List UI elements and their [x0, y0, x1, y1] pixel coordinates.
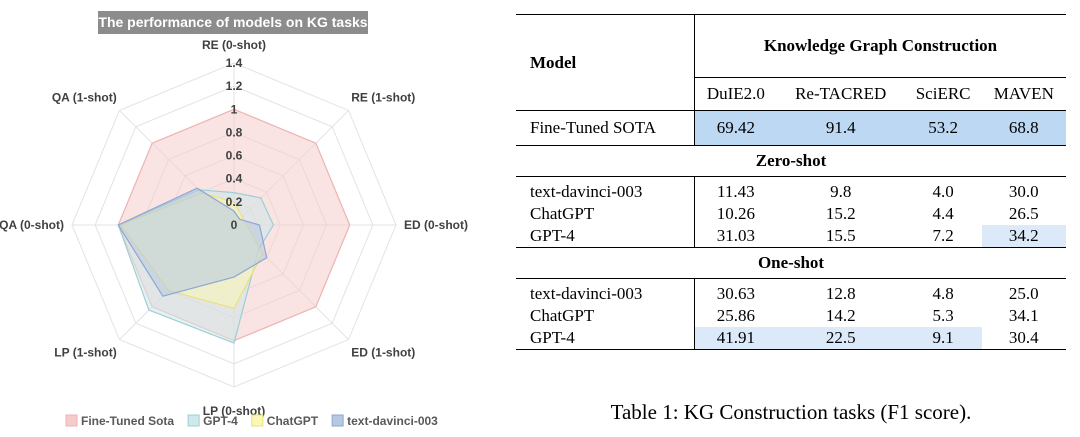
legend-swatch [331, 414, 344, 427]
row-model: Fine-Tuned SOTA [516, 110, 695, 146]
table-cell: 30.63 [694, 278, 777, 305]
table-cell: 41.91 [694, 327, 777, 350]
column-header: SciERC [904, 77, 982, 111]
table-caption: Table 1: KG Construction tasks (F1 score… [610, 400, 972, 424]
tick-label: 0.2 [226, 195, 243, 209]
table-cell: 15.2 [825, 204, 856, 223]
axis-label: RE (0-shot) [202, 38, 266, 52]
tick-label: 0.8 [226, 125, 243, 139]
axis-label: QA (1-shot) [52, 91, 117, 105]
table-cell: 26.5 [1008, 204, 1039, 223]
table-cell: 34.1 [1008, 306, 1039, 325]
table-cell: 9.1 [904, 327, 982, 350]
tick-label: 1.4 [226, 56, 243, 70]
table-cell: 4.0 [904, 176, 982, 203]
table-cell: 14.2 [825, 306, 856, 325]
table-cell: 4.8 [904, 278, 982, 305]
chart-title-background [98, 11, 368, 34]
section-label: One-shot [516, 247, 1066, 279]
legend-label: Fine-Tuned Sota [81, 414, 174, 428]
table-cell: 53.2 [904, 110, 982, 146]
table-row: text-davinci-003 30.63 12.8 4.8 25.0 [516, 278, 1066, 305]
row-model: ChatGPT [516, 203, 695, 225]
table-cell: 5.3 [932, 306, 954, 325]
section-label: Zero-shot [516, 145, 1066, 177]
legend-label: ChatGPT [267, 414, 319, 428]
table-row: GPT-4 41.91 22.5 9.1 30.4 [516, 327, 1066, 350]
series-area [117, 187, 268, 297]
table-row: ChatGPT 10.26 15.2 4.4 26.5 [516, 203, 1066, 225]
tick-label: 0 [231, 218, 238, 232]
legend-label: GPT-4 [203, 414, 238, 428]
axis-label: QA (0-shot) [0, 218, 64, 232]
table-cell: 10.26 [716, 204, 755, 223]
axis-label: RE (1-shot) [351, 91, 415, 105]
legend-label: text-davinci-003 [347, 414, 438, 428]
section-one-shot: One-shot [516, 247, 1066, 279]
legend-swatch [187, 414, 200, 427]
header-model: Model [516, 14, 695, 111]
table-cell: 30.0 [981, 176, 1066, 203]
radar-series [117, 108, 351, 344]
table-row: ChatGPT 25.86 14.2 5.3 34.1 [516, 305, 1066, 327]
tick-label: 0.6 [226, 149, 243, 163]
row-model: text-davinci-003 [516, 176, 695, 203]
table-header-row: Model Knowledge Graph Construction [516, 14, 1066, 111]
radar-chart: The performance of models on KG tasks 00… [0, 11, 468, 428]
table-cell: 11.43 [694, 176, 777, 203]
header-group: Knowledge Graph Construction [694, 14, 1066, 78]
table-cell: 25.86 [716, 306, 755, 325]
column-header: MAVEN [981, 77, 1066, 111]
row-model: ChatGPT [516, 305, 695, 327]
table-cell: 69.42 [694, 110, 777, 146]
radar-axis-labels: RE (0-shot) RE (1-shot) ED (0-shot) ED (1-s… [0, 38, 468, 418]
table-subheader-row: DuIE2.0 Re-TACRED SciERC MAVEN [516, 77, 1066, 111]
legend-swatch [65, 414, 78, 427]
row-model: GPT-4 [516, 225, 695, 248]
table-cell: 91.4 [776, 110, 905, 146]
axis-label: ED (1-shot) [351, 345, 415, 359]
section-zero-shot: Zero-shot [516, 145, 1066, 177]
table-cell: 12.8 [776, 278, 905, 305]
table-cell: 34.2 [981, 225, 1066, 248]
legend-swatch [251, 414, 264, 427]
results-table: Model Knowledge Graph Construction DuIE2… [516, 14, 1066, 350]
chart-title: The performance of models on KG tasks [98, 14, 367, 30]
radar-ticks: 0 0.2 0.4 0.6 0.8 1 1.2 1.4 [226, 56, 243, 232]
table-cell: 15.5 [825, 226, 856, 245]
table-cell: 25.0 [981, 278, 1066, 305]
chart-legend: Fine-Tuned Sota GPT-4 ChatGPT text-davinci-… [65, 414, 438, 428]
tick-label: 1 [231, 102, 238, 116]
row-model: text-davinci-003 [516, 278, 695, 305]
tick-label: 1.2 [226, 79, 243, 93]
column-header: DuIE2.0 [694, 77, 777, 111]
table-cell: 4.4 [932, 204, 954, 223]
axis-label: LP (0-shot) [203, 404, 265, 418]
row-model: GPT-4 [516, 327, 695, 350]
table-cell: 9.8 [776, 176, 905, 203]
table-cell: 31.03 [716, 226, 755, 245]
axis-label: LP (1-shot) [54, 345, 116, 359]
tick-label: 0.4 [226, 172, 243, 186]
axis-label: ED (0-shot) [404, 218, 468, 232]
table-row: text-davinci-003 11.43 9.8 4.0 30.0 [516, 176, 1066, 203]
table-cell: 68.8 [981, 110, 1066, 146]
table-cell: 7.2 [932, 226, 954, 245]
table-row-sota: Fine-Tuned SOTA 69.42 91.4 53.2 68.8 [516, 110, 1066, 146]
table-row: GPT-4 31.03 15.5 7.2 34.2 [516, 225, 1066, 248]
results-table-container: Model Knowledge Graph Construction DuIE2… [516, 14, 1066, 378]
table-cell: 30.4 [981, 327, 1066, 350]
column-header: Re-TACRED [776, 77, 905, 111]
table-cell: 22.5 [776, 327, 905, 350]
